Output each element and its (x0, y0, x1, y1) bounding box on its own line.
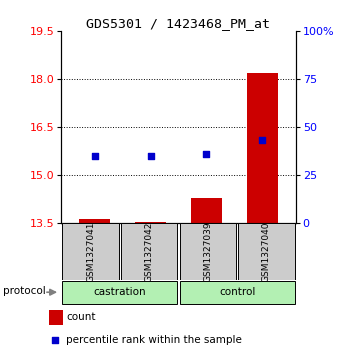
Bar (247, 73, 278, 223)
Point (259, 137, 265, 143)
Text: GSM1327040: GSM1327040 (262, 221, 271, 282)
Text: GSM1327041: GSM1327041 (86, 221, 95, 282)
Bar (180, 281, 295, 303)
Text: GSM1327039: GSM1327039 (203, 221, 212, 282)
Point (148, 153, 153, 159)
Bar (79, 219, 110, 223)
Point (52, 338, 58, 343)
Bar (121, 223, 177, 280)
Text: GSM1327042: GSM1327042 (145, 221, 154, 282)
Text: percentile rank within the sample: percentile rank within the sample (66, 335, 242, 345)
Bar (135, 222, 166, 223)
Bar (62, 281, 177, 303)
Bar (180, 223, 236, 280)
Bar (62, 223, 119, 280)
Text: count: count (66, 312, 96, 322)
Bar (238, 223, 295, 280)
Text: castration: castration (93, 287, 146, 297)
Text: protocol: protocol (3, 286, 46, 296)
Title: GDS5301 / 1423468_PM_at: GDS5301 / 1423468_PM_at (86, 17, 271, 30)
Bar (191, 197, 222, 223)
Bar (49, 310, 63, 325)
Point (204, 151, 209, 157)
Text: control: control (219, 287, 255, 297)
Point (92, 153, 98, 159)
